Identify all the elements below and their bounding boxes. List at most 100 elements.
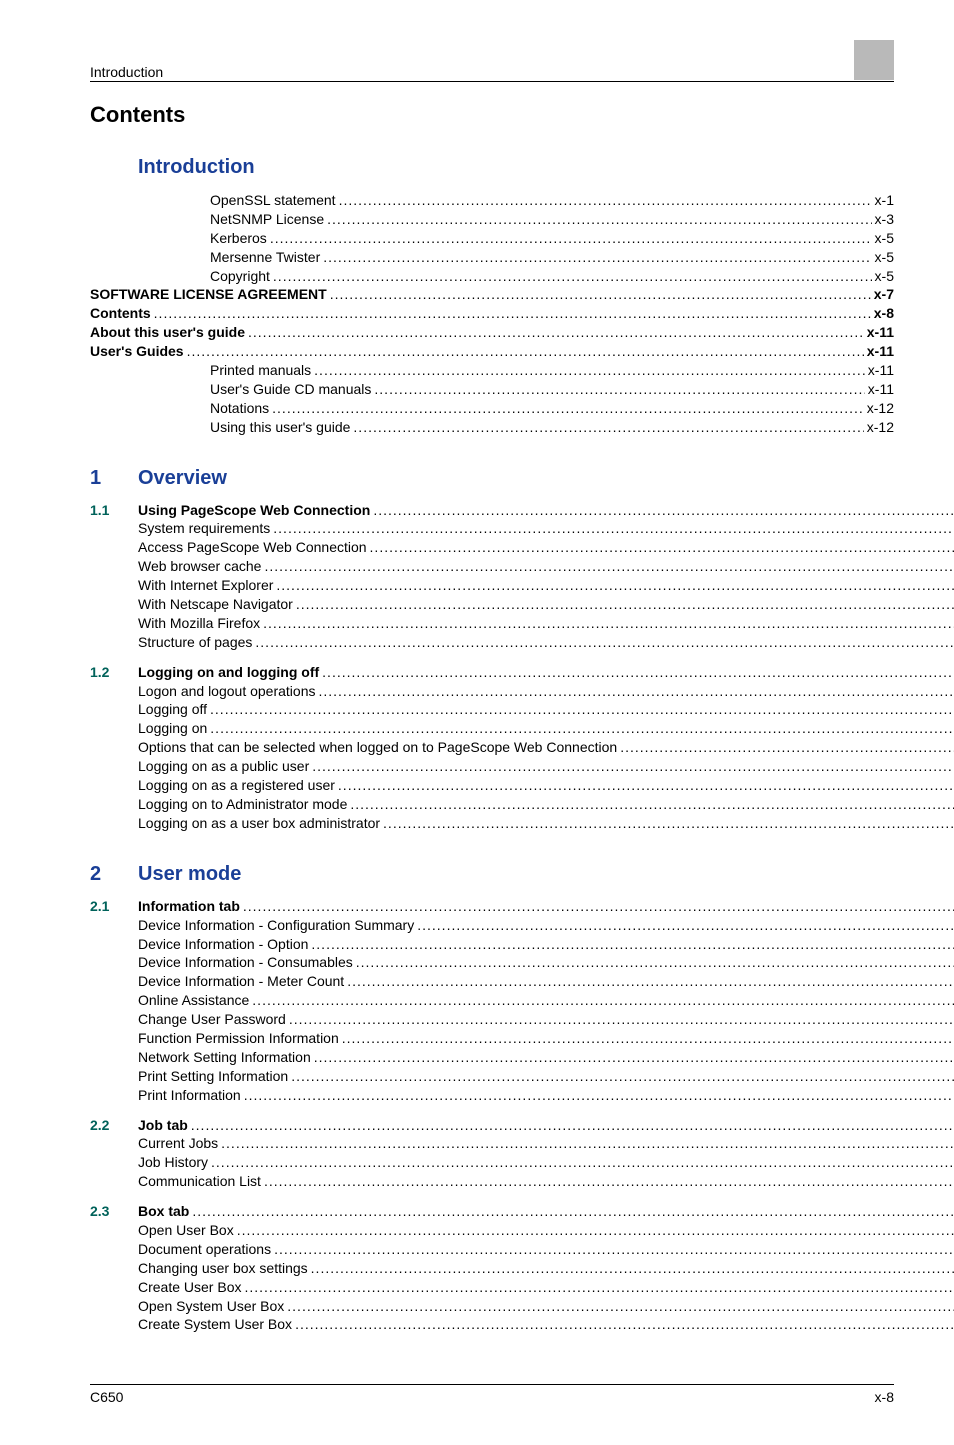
toc-line[interactable]: NetSNMP Licensex-3	[210, 210, 894, 229]
toc-page: x-11	[868, 361, 894, 380]
section-2-1-block: Information tab2-1 Device Information - …	[138, 897, 954, 1105]
toc-line-bold[interactable]: Logging on and logging off1-5	[138, 663, 954, 682]
toc-leader	[273, 267, 872, 286]
toc-label: Device Information - Consumables	[138, 953, 353, 972]
chapter-title: Overview	[138, 467, 227, 490]
toc-line[interactable]: Device Information - Consumables2-2	[138, 953, 954, 972]
toc-page: x-12	[867, 418, 894, 437]
toc-line[interactable]: OpenSSL statementx-1	[210, 191, 894, 210]
toc-line-bold[interactable]: Using PageScope Web Connection1-1	[138, 501, 954, 520]
toc-line[interactable]: Mersenne Twisterx-5	[210, 248, 894, 267]
intro-bold-block: SOFTWARE LICENSE AGREEMENTx-7 Contentsx-…	[90, 285, 894, 361]
introduction-heading: Introduction	[138, 156, 894, 179]
toc-line[interactable]: Printed manuals x-11	[210, 361, 894, 380]
toc-line[interactable]: Structure of pages1-3	[138, 633, 954, 652]
toc-line[interactable]: Device Information - Configuration Summa…	[138, 916, 954, 935]
toc-label: Function Permission Information	[138, 1029, 339, 1048]
toc-line[interactable]: Document operations2-13	[138, 1240, 954, 1259]
toc-line[interactable]: Logging off1-7	[138, 700, 954, 719]
toc-line[interactable]: Job History2-9	[138, 1153, 954, 1172]
toc-leader	[347, 972, 954, 991]
toc-line[interactable]: Web browser cache1-2	[138, 557, 954, 576]
toc-leader	[289, 1010, 954, 1029]
toc-label: Printed manuals	[210, 361, 311, 380]
toc-line[interactable]: Network Setting Information2-6	[138, 1048, 954, 1067]
toc-label: With Netscape Navigator	[138, 595, 293, 614]
toc-line[interactable]: Print Information2-7	[138, 1086, 954, 1105]
toc-line[interactable]: Logging on to Administrator mode1-10	[138, 795, 954, 814]
section-number: 2.1	[90, 896, 138, 914]
toc-label: With Internet Explorer	[138, 576, 273, 595]
toc-line[interactable]: Create System User Box2-20	[138, 1315, 954, 1334]
toc-leader	[187, 342, 864, 361]
toc-label: Open User Box	[138, 1221, 234, 1240]
toc-line[interactable]: Notationsx-12	[210, 399, 894, 418]
toc-line[interactable]: Access PageScope Web Connection1-1	[138, 538, 954, 557]
toc-line[interactable]: System requirements1-1	[138, 519, 954, 538]
toc-line[interactable]: Logging on as a public user1-8	[138, 757, 954, 776]
toc-line-bold[interactable]: Information tab2-1	[138, 897, 954, 916]
toc-line[interactable]: Using this user's guidex-12	[210, 418, 894, 437]
toc-label: Information tab	[138, 897, 240, 916]
toc-leader	[339, 191, 872, 210]
toc-page: x-11	[867, 323, 894, 342]
toc-label: Access PageScope Web Connection	[138, 538, 367, 557]
toc-line[interactable]: Logon and logout operations1-5	[138, 682, 954, 701]
toc-label: Job tab	[138, 1116, 188, 1135]
toc-line-bold[interactable]: Job tab2-8	[138, 1116, 954, 1135]
toc-line[interactable]: Open User Box2-11	[138, 1221, 954, 1240]
toc-line[interactable]: Changing user box settings2-16	[138, 1259, 954, 1278]
toc-leader	[252, 991, 954, 1010]
toc-line[interactable]: Options that can be selected when logged…	[138, 738, 954, 757]
toc-line[interactable]: With Netscape Navigator1-2	[138, 595, 954, 614]
toc-line[interactable]: Create User Box2-17	[138, 1278, 954, 1297]
toc-leader	[353, 418, 863, 437]
toc-line[interactable]: Function Permission Information2-5	[138, 1029, 954, 1048]
toc-line[interactable]: Open System User Box2-18	[138, 1297, 954, 1316]
toc-line[interactable]: Communication List2-10	[138, 1172, 954, 1191]
toc-line[interactable]: Change User Password2-4	[138, 1010, 954, 1029]
toc-label: User's Guides	[90, 342, 184, 361]
toc-line[interactable]: Copyrightx-5	[210, 267, 894, 286]
toc-label: SOFTWARE LICENSE AGREEMENT	[90, 285, 327, 304]
toc-line-bold[interactable]: SOFTWARE LICENSE AGREEMENTx-7	[90, 285, 894, 304]
toc-leader	[370, 538, 954, 557]
toc-line[interactable]: User's Guide CD manualsx-11	[210, 380, 894, 399]
toc-label: Box tab	[138, 1202, 189, 1221]
toc-line[interactable]: Online Assistance2-4	[138, 991, 954, 1010]
toc-line[interactable]: Print Setting Information2-6	[138, 1067, 954, 1086]
section-1-2: 1.2 Logging on and logging off1-5 Logon …	[90, 662, 894, 833]
toc-label: Options that can be selected when logged…	[138, 738, 617, 757]
toc-label: Contents	[90, 304, 151, 323]
section-2-3-block: Box tab2-11 Open User Box2-11 Document o…	[138, 1202, 954, 1334]
toc-label: With Mozilla Firefox	[138, 614, 260, 633]
footer-left: C650	[90, 1389, 123, 1405]
toc-line[interactable]: With Internet Explorer1-2	[138, 576, 954, 595]
toc-leader	[248, 323, 864, 342]
toc-line-bold[interactable]: About this user's guidex-11	[90, 323, 894, 342]
toc-line[interactable]: Kerberosx-5	[210, 229, 894, 248]
toc-leader	[255, 633, 954, 652]
footer-rule	[90, 1384, 894, 1385]
toc-label: Logging on as a user box administrator	[138, 814, 380, 833]
toc-line[interactable]: Current Jobs2-8	[138, 1134, 954, 1153]
toc-line[interactable]: Logging on1-8	[138, 719, 954, 738]
toc-label: Create User Box	[138, 1278, 241, 1297]
toc-label: Current Jobs	[138, 1134, 218, 1153]
toc-page: x-5	[875, 248, 894, 267]
toc-line-bold[interactable]: Box tab2-11	[138, 1202, 954, 1221]
toc-line[interactable]: Logging on as a registered user1-9	[138, 776, 954, 795]
toc-leader	[192, 1202, 954, 1221]
chapter-number: 1	[90, 467, 138, 490]
toc-line-bold[interactable]: User's Guidesx-11	[90, 342, 894, 361]
toc-line[interactable]: Device Information - Meter Count2-3	[138, 972, 954, 991]
toc-line[interactable]: Logging on as a user box administrator1-…	[138, 814, 954, 833]
section-2-2: 2.2 Job tab2-8 Current Jobs2-8 Job Histo…	[90, 1115, 894, 1192]
toc-label: User's Guide CD manuals	[210, 380, 371, 399]
toc-line-bold[interactable]: Contentsx-8	[90, 304, 894, 323]
toc-label: Network Setting Information	[138, 1048, 311, 1067]
toc-line[interactable]: Device Information - Option2-2	[138, 935, 954, 954]
toc-label: Copyright	[210, 267, 270, 286]
toc-page: x-1	[875, 191, 894, 210]
toc-line[interactable]: With Mozilla Firefox1-2	[138, 614, 954, 633]
